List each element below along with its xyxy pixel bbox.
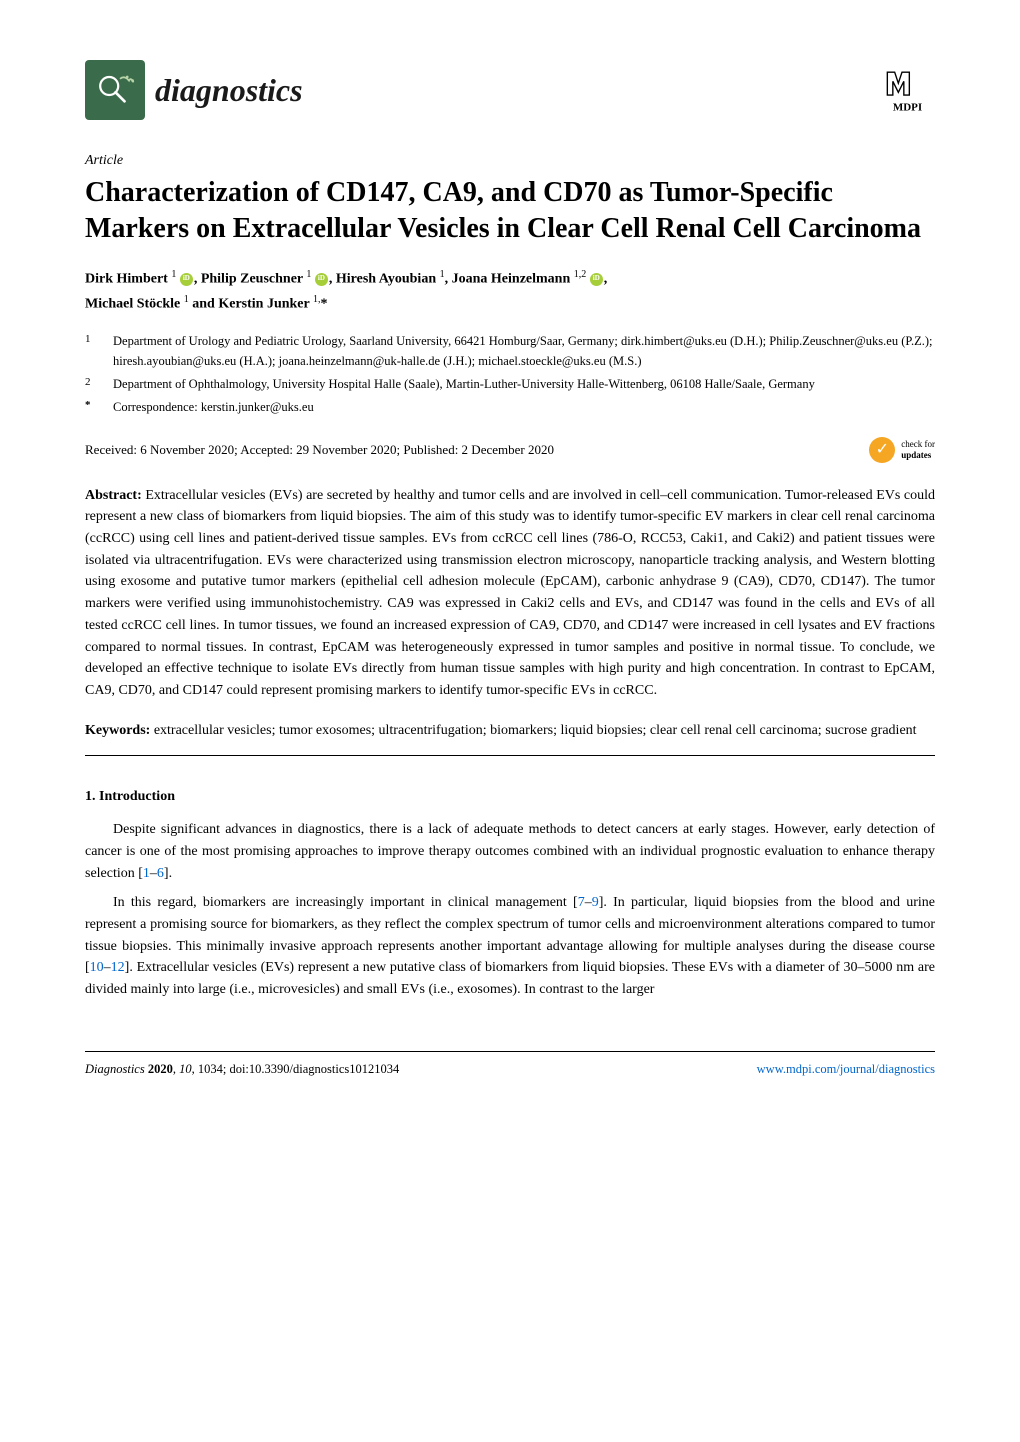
updates-line1: check for bbox=[901, 439, 935, 449]
article-title: Characterization of CD147, CA9, and CD70… bbox=[85, 175, 935, 248]
article-type: Article bbox=[85, 150, 935, 171]
footer-doi: , 1034; doi:10.3390/diagnostics10121034 bbox=[192, 1062, 400, 1076]
ref-link-6[interactable]: 6 bbox=[157, 866, 164, 881]
footer-journal-link[interactable]: www.mdpi.com/journal/diagnostics bbox=[757, 1060, 935, 1079]
diagnostics-glyph-icon bbox=[93, 68, 138, 113]
intro-heading: 1. Introduction bbox=[85, 786, 935, 807]
para1-text-a: Despite significant advances in diagnost… bbox=[85, 822, 935, 880]
ref-link-1[interactable]: 1 bbox=[143, 866, 150, 881]
footer-journal: Diagnostics bbox=[85, 1062, 148, 1076]
affiliations-block: 1 Department of Urology and Pediatric Ur… bbox=[85, 331, 935, 417]
abstract-text: Extracellular vesicles (EVs) are secrete… bbox=[85, 488, 935, 698]
intro-para-2: In this regard, biomarkers are increasin… bbox=[85, 892, 935, 1000]
author-sep-5: and Kerstin Junker bbox=[189, 297, 313, 312]
affil-text-corr: Correspondence: kerstin.junker@uks.eu bbox=[113, 400, 314, 414]
author-sup-4: 1,2 bbox=[574, 269, 589, 280]
affil-text-1: Department of Urology and Pediatric Urol… bbox=[113, 334, 932, 368]
separator-line bbox=[85, 755, 935, 756]
para2-dash-a: – bbox=[585, 895, 592, 910]
author-sep-4: , bbox=[604, 271, 608, 286]
check-updates-badge[interactable]: check for updates bbox=[869, 437, 935, 463]
ref-link-9[interactable]: 9 bbox=[592, 895, 599, 910]
author-sep-1: , Philip Zeuschner bbox=[194, 271, 307, 286]
affil-marker-1: 1 bbox=[85, 331, 91, 349]
ref-link-7[interactable]: 7 bbox=[578, 895, 585, 910]
author-1: Dirk Himbert bbox=[85, 271, 171, 286]
mdpi-logo-icon: MDPI bbox=[880, 63, 935, 118]
keywords-block: Keywords: extracellular vesicles; tumor … bbox=[85, 720, 935, 742]
affiliation-2: 2 Department of Ophthalmology, Universit… bbox=[113, 374, 935, 394]
ref-link-12[interactable]: 12 bbox=[111, 960, 125, 975]
page-footer: Diagnostics 2020, 10, 1034; doi:10.3390/… bbox=[85, 1060, 935, 1079]
footer-citation: Diagnostics 2020, 10, 1034; doi:10.3390/… bbox=[85, 1060, 399, 1079]
affil-text-2: Department of Ophthalmology, University … bbox=[113, 377, 815, 391]
keywords-label: Keywords: bbox=[85, 723, 150, 738]
journal-name: diagnostics bbox=[155, 66, 303, 114]
footer-rule bbox=[85, 1051, 935, 1052]
ref-link-10[interactable]: 10 bbox=[90, 960, 104, 975]
abstract-block: Abstract: Extracellular vesicles (EVs) a… bbox=[85, 485, 935, 702]
orcid-icon[interactable] bbox=[180, 273, 193, 286]
orcid-icon[interactable] bbox=[590, 273, 603, 286]
para2-dash-b: – bbox=[104, 960, 111, 975]
keywords-text: extracellular vesicles; tumor exosomes; … bbox=[150, 723, 916, 738]
page-header: diagnostics MDPI bbox=[85, 60, 935, 120]
publication-dates: Received: 6 November 2020; Accepted: 29 … bbox=[85, 440, 554, 460]
abstract-label: Abstract: bbox=[85, 488, 142, 503]
updates-line2: updates bbox=[901, 450, 931, 460]
author-sup-1: 1 bbox=[171, 269, 179, 280]
footer-year: 2020 bbox=[148, 1062, 173, 1076]
author-5: Michael Stöckle bbox=[85, 297, 184, 312]
affiliation-corr: * Correspondence: kerstin.junker@uks.eu bbox=[113, 397, 935, 417]
journal-icon bbox=[85, 60, 145, 120]
svg-text:MDPI: MDPI bbox=[893, 101, 922, 113]
author-sep-6: * bbox=[320, 297, 327, 312]
affiliation-1: 1 Department of Urology and Pediatric Ur… bbox=[113, 331, 935, 371]
para2-text-c: ]. Extracellular vesicles (EVs) represen… bbox=[85, 960, 935, 997]
para2-text-a: In this regard, biomarkers are increasin… bbox=[113, 895, 578, 910]
author-sup-2: 1 bbox=[306, 269, 314, 280]
dates-row: Received: 6 November 2020; Accepted: 29 … bbox=[85, 437, 935, 463]
para1-dash: – bbox=[150, 866, 157, 881]
affil-marker-corr: * bbox=[85, 397, 91, 415]
footer-vol: 10 bbox=[179, 1062, 192, 1076]
journal-logo-container: diagnostics bbox=[85, 60, 303, 120]
article-page: diagnostics MDPI Article Characterizatio… bbox=[0, 0, 1020, 1442]
author-sep-3: , Joana Heinzelmann bbox=[445, 271, 574, 286]
check-updates-icon bbox=[869, 437, 895, 463]
authors-block: Dirk Himbert 1 , Philip Zeuschner 1 , Hi… bbox=[85, 266, 935, 317]
author-sep-2: , Hiresh Ayoubian bbox=[329, 271, 440, 286]
orcid-icon[interactable] bbox=[315, 273, 328, 286]
publisher-logo: MDPI bbox=[880, 63, 935, 118]
affil-marker-2: 2 bbox=[85, 374, 91, 392]
para1-text-b: ]. bbox=[164, 866, 172, 881]
check-updates-text: check for updates bbox=[901, 439, 935, 461]
intro-para-1: Despite significant advances in diagnost… bbox=[85, 819, 935, 884]
